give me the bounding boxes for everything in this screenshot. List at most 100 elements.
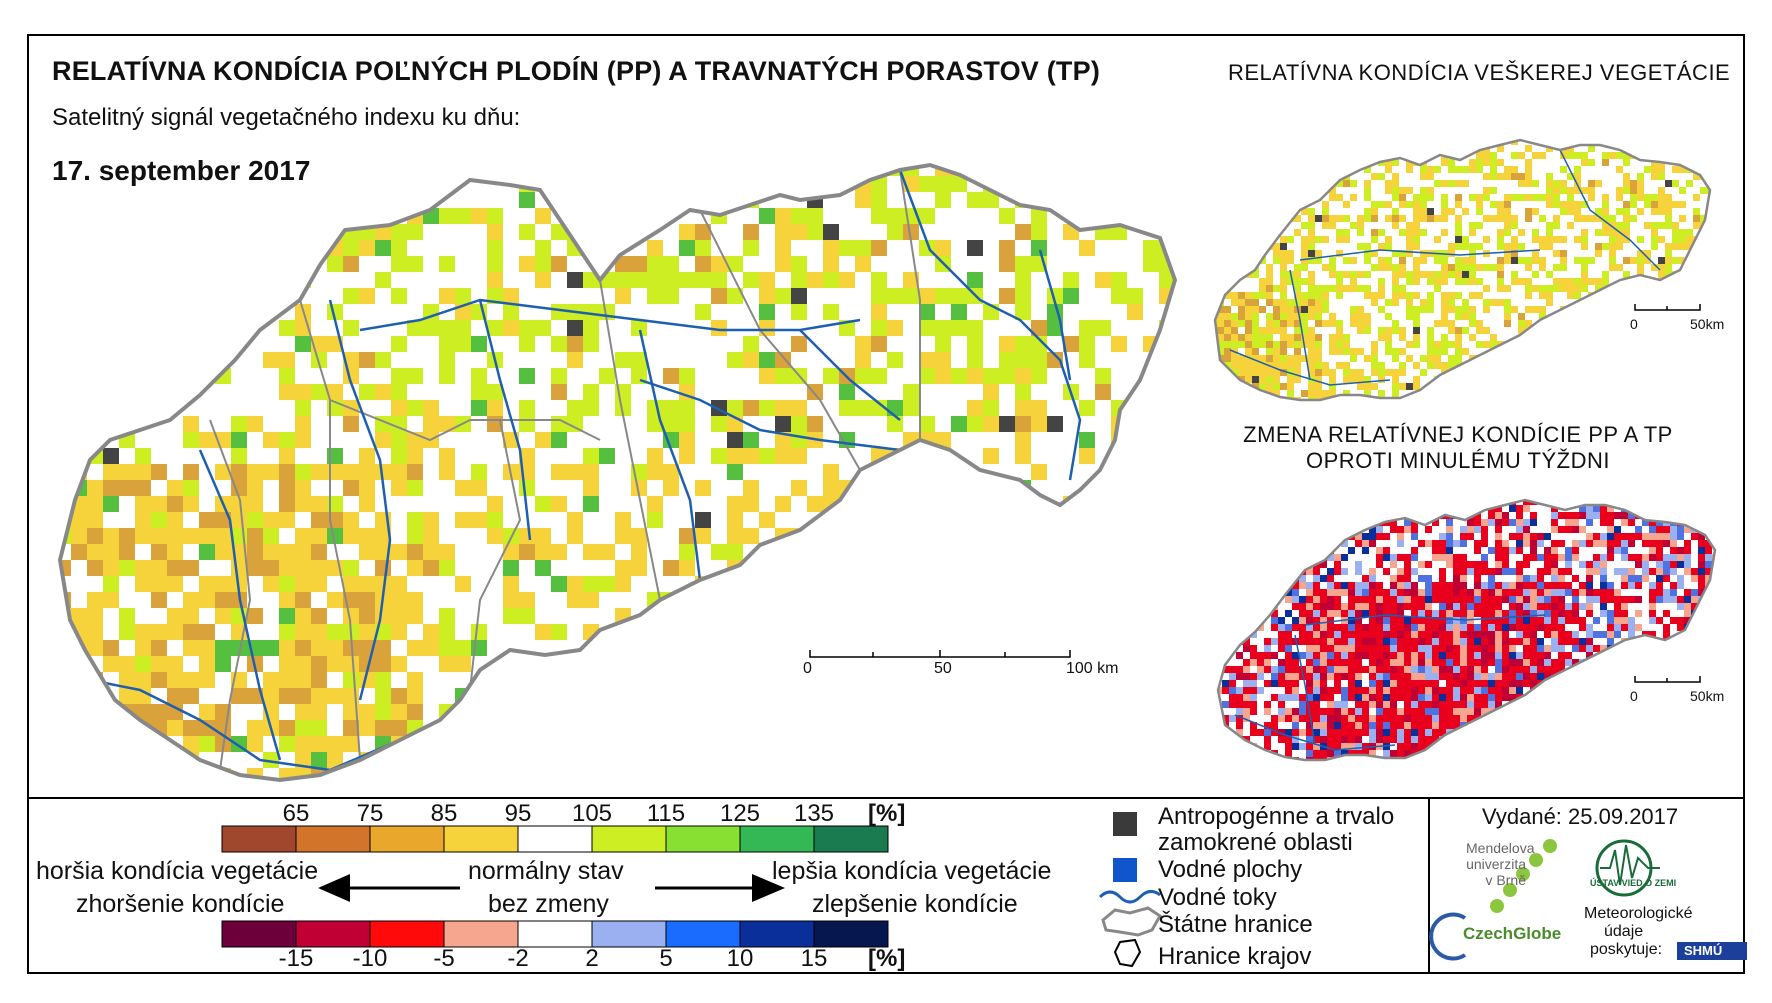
main-cell <box>999 352 1015 368</box>
top-inset-cell <box>1665 348 1672 355</box>
bottom-inset-cell <box>1355 666 1362 673</box>
bottom-inset-cell <box>1502 582 1509 589</box>
top-inset-cell <box>1511 243 1518 250</box>
bottom-inset-cell <box>1453 645 1460 652</box>
main-cell <box>311 528 327 544</box>
top-inset-cell <box>1644 390 1651 397</box>
main-cell <box>215 272 231 288</box>
top-inset-cell <box>1714 138 1721 145</box>
top-inset-cell <box>1539 152 1546 159</box>
bottom-inset-cell <box>1621 568 1628 575</box>
main-cell <box>327 656 343 672</box>
top-inset-cell <box>1518 390 1525 397</box>
main-cell <box>1111 288 1127 304</box>
bottom-inset-cell <box>1523 638 1530 645</box>
main-cell <box>519 336 535 352</box>
bottom-inset-cell <box>1250 652 1257 659</box>
top-inset-cell <box>1441 201 1448 208</box>
top-inset-cell <box>1560 320 1567 327</box>
bottom-inset-cell <box>1299 596 1306 603</box>
bottom-inset-cell <box>1628 617 1635 624</box>
main-cell <box>327 176 343 192</box>
top-inset-cell <box>1497 215 1504 222</box>
bottom-inset-cell <box>1523 729 1530 736</box>
main-cell <box>231 688 247 704</box>
top-inset-cell <box>1574 397 1581 400</box>
main-cell <box>887 656 903 672</box>
bottom-inset-cell <box>1649 547 1656 554</box>
main-cell <box>119 560 135 576</box>
main-cell <box>87 736 103 752</box>
bottom-inset-cell <box>1320 526 1327 533</box>
top-inset-cell <box>1581 236 1588 243</box>
bottom-inset-cell <box>1418 505 1425 512</box>
top-inset-cell <box>1406 292 1413 299</box>
main-cell <box>487 272 503 288</box>
bottom-inset-cell <box>1432 652 1439 659</box>
top-inset-cell <box>1595 306 1602 313</box>
bottom-inset-cell <box>1439 666 1446 673</box>
top-inset-cell <box>1581 285 1588 292</box>
top-inset-cell <box>1420 271 1427 278</box>
bottom-inset-cell <box>1530 512 1537 519</box>
main-cell <box>71 416 87 432</box>
bottom-inset-cell <box>1306 568 1313 575</box>
top-inset-cell <box>1630 390 1637 397</box>
top-inset-cell <box>1462 236 1469 243</box>
top-inset-cell <box>1252 369 1259 376</box>
bottom-inset-cell <box>1565 659 1572 666</box>
bottom-inset-cell <box>1271 512 1278 519</box>
main-cell <box>1031 240 1047 256</box>
bottom-inset-cell <box>1600 512 1607 519</box>
top-inset-cell <box>1215 140 1217 145</box>
top-inset-cell <box>1476 159 1483 166</box>
bottom-inset-cell <box>1320 694 1327 701</box>
top-inset-cell <box>1588 376 1595 383</box>
main-cell <box>60 736 71 752</box>
bottom-inset-cell <box>1565 610 1572 617</box>
top-inset-cell <box>1238 159 1245 166</box>
top-inset-cell <box>1672 166 1679 173</box>
main-cell <box>359 192 375 208</box>
top-inset-cell <box>1595 285 1602 292</box>
main-cell <box>135 656 151 672</box>
bottom-inset-cell <box>1467 533 1474 540</box>
top-inset-cell <box>1700 152 1707 159</box>
main-cell <box>279 784 295 800</box>
top-inset-cell <box>1476 278 1483 285</box>
top-inset-cell <box>1308 257 1315 264</box>
top-inset-cell <box>1336 194 1343 201</box>
top-inset-cell <box>1273 348 1280 355</box>
bottom-inset-cell <box>1474 610 1481 617</box>
main-cell <box>519 192 535 208</box>
top-inset-cell <box>1315 341 1322 348</box>
top-inset-cell <box>1455 243 1462 250</box>
bottom-inset-cell <box>1600 533 1607 540</box>
main-cell <box>71 544 87 560</box>
bottom-inset-cell <box>1628 575 1635 582</box>
bottom-inset-cell <box>1474 638 1481 645</box>
top-inset-cell <box>1637 313 1644 320</box>
top-inset-cell <box>1420 355 1427 362</box>
top-inset-cell <box>1364 243 1371 250</box>
bottom-inset-cell <box>1558 554 1565 561</box>
main-cell <box>631 544 647 560</box>
top-inset-cell <box>1322 292 1329 299</box>
top-inset-cell <box>1371 341 1378 348</box>
top-inset-cell <box>1308 299 1315 306</box>
top-inset-cell <box>1420 173 1427 180</box>
top-inset-cell <box>1364 250 1371 257</box>
bottom-inset-cell <box>1425 736 1432 743</box>
bottom-inset-cell <box>1243 687 1250 694</box>
bottom-inset-cell <box>1656 617 1663 624</box>
bottom-inset-cell <box>1502 680 1509 687</box>
bottom-inset-cell <box>1474 526 1481 533</box>
bottom-inset-cell <box>1551 554 1558 561</box>
bottom-inset-cell <box>1488 743 1495 750</box>
main-cell <box>183 368 199 384</box>
main-cell <box>1175 752 1191 768</box>
top-inset-cell <box>1539 390 1546 397</box>
main-cell <box>151 784 167 800</box>
top-inset-cell <box>1497 278 1504 285</box>
main-cell <box>999 576 1015 592</box>
